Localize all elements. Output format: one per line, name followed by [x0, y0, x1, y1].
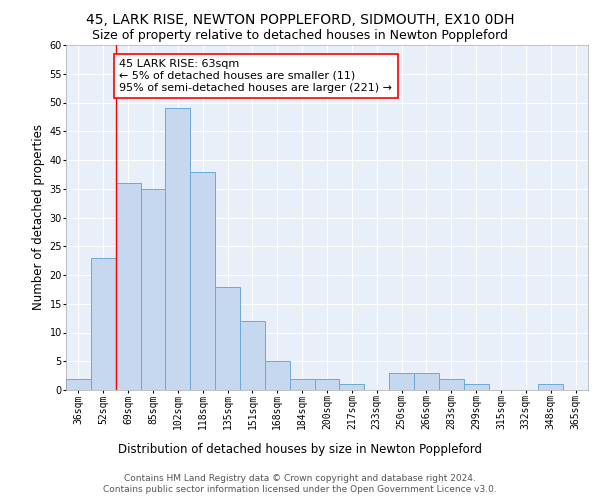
Bar: [439, 378, 464, 390]
Bar: [389, 373, 414, 390]
Y-axis label: Number of detached properties: Number of detached properties: [32, 124, 45, 310]
Text: Contains HM Land Registry data © Crown copyright and database right 2024.: Contains HM Land Registry data © Crown c…: [124, 474, 476, 483]
Bar: [538, 384, 563, 390]
Text: 45 LARK RISE: 63sqm
← 5% of detached houses are smaller (11)
95% of semi-detache: 45 LARK RISE: 63sqm ← 5% of detached hou…: [119, 60, 392, 92]
Bar: [116, 183, 140, 390]
Bar: [314, 378, 340, 390]
Bar: [340, 384, 364, 390]
Bar: [265, 361, 290, 390]
Bar: [140, 188, 166, 390]
Bar: [190, 172, 215, 390]
Text: Size of property relative to detached houses in Newton Poppleford: Size of property relative to detached ho…: [92, 29, 508, 42]
Bar: [414, 373, 439, 390]
Bar: [290, 378, 314, 390]
Bar: [166, 108, 190, 390]
Text: 45, LARK RISE, NEWTON POPPLEFORD, SIDMOUTH, EX10 0DH: 45, LARK RISE, NEWTON POPPLEFORD, SIDMOU…: [86, 12, 514, 26]
Bar: [66, 378, 91, 390]
Bar: [215, 286, 240, 390]
Text: Contains public sector information licensed under the Open Government Licence v3: Contains public sector information licen…: [103, 485, 497, 494]
Bar: [464, 384, 488, 390]
Bar: [91, 258, 116, 390]
Text: Distribution of detached houses by size in Newton Poppleford: Distribution of detached houses by size …: [118, 442, 482, 456]
Bar: [240, 321, 265, 390]
